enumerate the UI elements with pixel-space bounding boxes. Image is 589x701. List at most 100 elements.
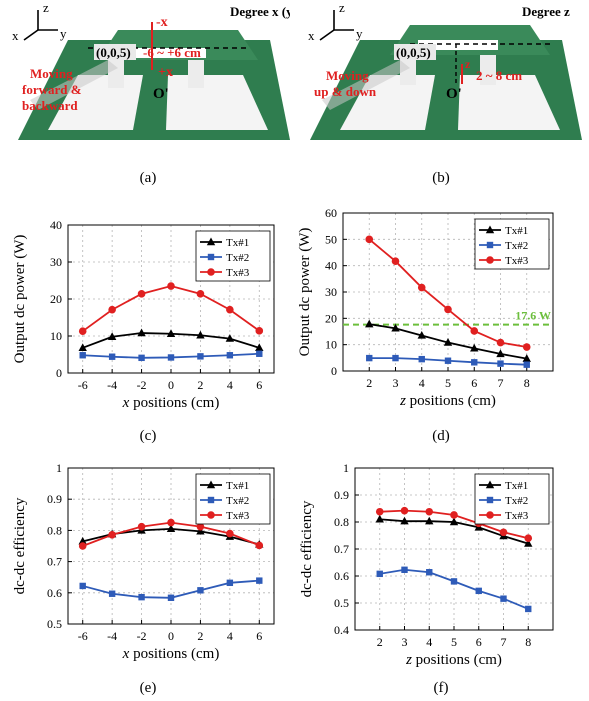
data-point-Tx2: [401, 566, 408, 573]
legend-marker: [207, 511, 215, 519]
origin-box: [94, 44, 136, 60]
x-tick-label: 6: [256, 378, 262, 392]
legend-label: Tx#2: [505, 495, 528, 507]
y-tick-label: 20: [325, 311, 337, 325]
data-point-Tx1: [417, 330, 426, 339]
x-tick-label: 8: [525, 635, 531, 649]
legend-marker: [486, 511, 494, 519]
data-point-Tx2: [366, 354, 373, 362]
legend-marker: [486, 241, 494, 249]
legend-marker: [485, 225, 495, 234]
data-point-Tx3: [470, 327, 479, 335]
y-tick-label: 40: [50, 218, 62, 232]
chart-e-efficiency-vs-x: -6 -4 -2 0 2 4 6 0.5 0.6 0.7 0.8 0.9 1 x positions (c…: [12, 461, 275, 662]
data-point-Tx1: [196, 526, 205, 535]
data-point-Tx2: [226, 352, 234, 359]
data-point-Tx2: [79, 582, 86, 590]
data-point-Tx2: [471, 359, 478, 366]
y-tick-label: 10: [50, 329, 62, 343]
legend-marker: [486, 496, 494, 504]
caption-b: (b): [432, 170, 450, 186]
data-point-Tx2: [138, 593, 145, 601]
data-point-Tx2: [256, 350, 263, 357]
support-post: [188, 60, 204, 88]
data-point-Tx3: [375, 507, 384, 516]
data-point-Tx3: [108, 305, 116, 314]
data-point-Tx3: [444, 305, 452, 314]
data-point-Tx2: [500, 595, 507, 602]
x-tick-label: -4: [107, 378, 117, 392]
origin-label: (0,0,5): [396, 45, 431, 60]
degree-label: Degree x (y): [230, 4, 290, 19]
data-point-Tx2: [226, 579, 234, 587]
y-axis-label: dc-dc efficiency: [299, 500, 315, 597]
support-post: [480, 55, 496, 85]
data-point-Tx2: [426, 569, 433, 576]
x-tick-label: 0: [168, 629, 174, 643]
data-point-Tx1: [78, 536, 87, 545]
data-point-Tx3: [226, 305, 234, 314]
photo-b-illustration: z x y Degree z (0,0,5) z 2 ~ 8 cm O' Mov…: [308, 0, 582, 140]
range-label: -6 ~ +6 cm: [143, 45, 201, 60]
legend-marker: [207, 496, 215, 504]
legend-label: Tx#2: [505, 240, 528, 252]
data-point-Tx1: [78, 343, 87, 352]
data-point-Tx1: [522, 354, 531, 362]
data-point-Tx3: [417, 283, 426, 292]
legend-label: Tx#3: [505, 255, 529, 267]
legend-label: Tx#3: [226, 510, 250, 522]
axes-glyph: [319, 10, 354, 41]
motion-label-line1: Moving: [30, 66, 73, 81]
y-tick-label: 0.8: [47, 523, 62, 537]
x-tick-label: 3: [402, 635, 408, 649]
data-point-Tx3: [400, 506, 409, 515]
x-axis-label: z positions (cm): [399, 393, 496, 409]
data-point-Tx1: [196, 330, 205, 339]
x-tick-label: 3: [393, 376, 399, 390]
x-tick-label: -2: [137, 378, 147, 392]
x-tick-label: 8: [524, 376, 530, 390]
legend-marker: [485, 480, 495, 489]
y-tick-label: 0: [56, 366, 62, 380]
y-tick-label: 0.6: [334, 569, 349, 583]
caption-d: (d): [432, 428, 450, 444]
chart-c-power-vs-x: -6 -4 -2 0 2 4 6 0 10 20 30 40 x positions (cm) Outpu…: [12, 218, 275, 411]
legend-label: Tx#1: [505, 480, 528, 492]
minus-x-label: -x: [156, 15, 168, 30]
data-point-Tx1: [425, 516, 434, 525]
axes-glyph: [23, 10, 58, 41]
legend-marker: [206, 237, 216, 246]
range-label: 2 ~ 8 cm: [476, 68, 522, 83]
motion-label-line2: forward &: [22, 82, 82, 97]
y-tick-label: 40: [325, 259, 337, 273]
x-tick-label: 0: [168, 378, 174, 392]
data-point-Tx2: [167, 354, 175, 361]
y-tick-label: 30: [325, 285, 337, 299]
x-axis-label: x positions (cm): [122, 395, 220, 411]
degree-label: Degree z: [522, 4, 570, 19]
data-point-Tx1: [166, 524, 176, 533]
axis-x-label: x: [308, 28, 315, 43]
data-point-Tx2: [525, 605, 532, 613]
receiver-window: [126, 48, 206, 58]
data-point-Tx3: [365, 235, 374, 244]
legend-marker: [207, 268, 215, 276]
data-point-Tx1: [449, 517, 459, 526]
y-tick-label: 60: [325, 206, 337, 220]
x-tick-label: 7: [501, 635, 507, 649]
axis-z-label: z: [339, 0, 345, 15]
data-point-Tx3: [496, 338, 505, 347]
data-point-Tx3: [425, 507, 434, 516]
legend-label: Tx#1: [226, 480, 249, 492]
x-tick-label: -4: [107, 629, 117, 643]
origin-label: (0,0,5): [96, 45, 131, 60]
x-tick-label: 5: [451, 635, 457, 649]
axis-z-label: z: [43, 0, 49, 15]
coil-window-right: [166, 75, 268, 130]
center-label: O': [446, 86, 462, 102]
y-tick-label: 0.5: [334, 596, 349, 610]
photo-b: z x y Degree z (0,0,5) z 2 ~ 8 cm O' Mov…: [300, 0, 582, 148]
data-point-Tx1: [225, 334, 235, 342]
data-point-Tx2: [108, 590, 116, 597]
y-axis-label: dc-dc efficiency: [12, 497, 28, 594]
